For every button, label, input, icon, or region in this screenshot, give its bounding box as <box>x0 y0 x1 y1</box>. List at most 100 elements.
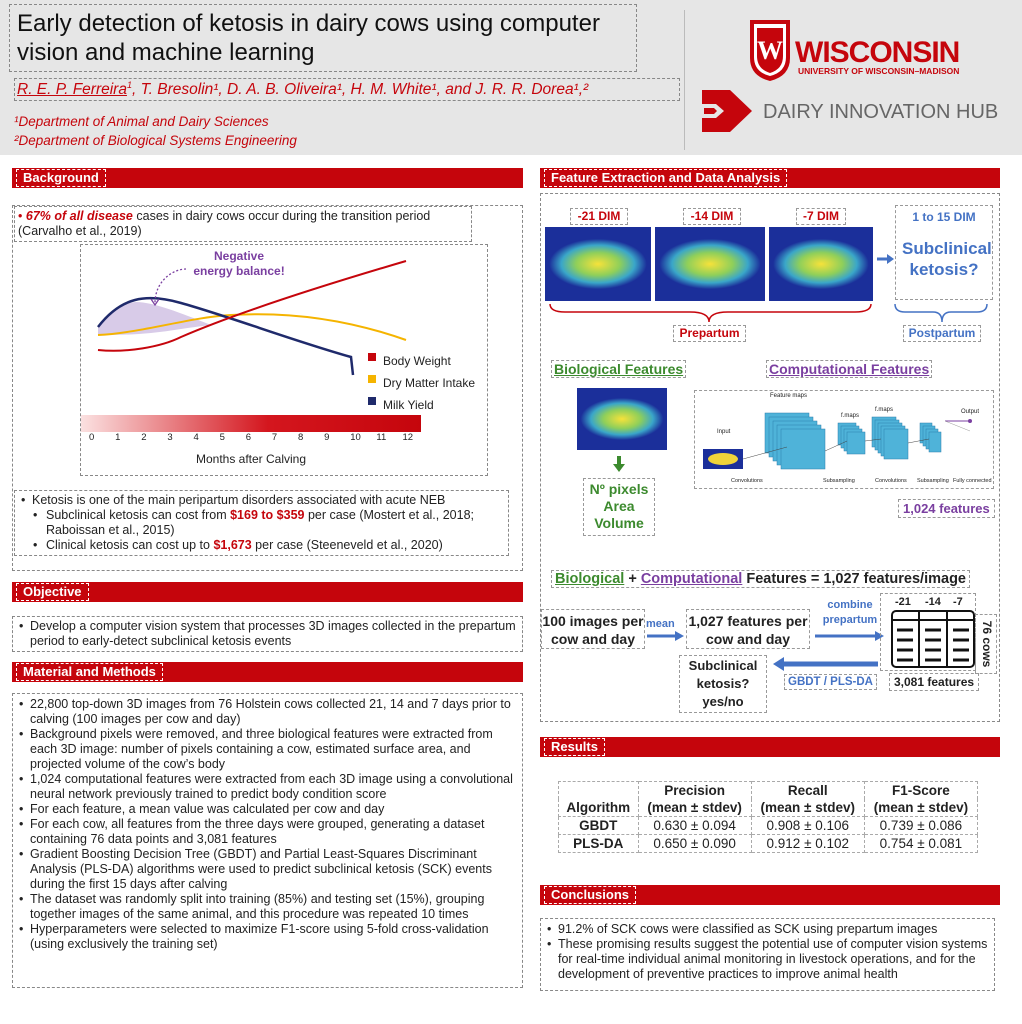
conclusion-2: These promising results suggest the pote… <box>544 937 991 982</box>
eq-plus: + <box>624 571 641 587</box>
depth-image-21 <box>545 227 651 301</box>
subheader-recall: (mean ± stdev) <box>750 799 865 817</box>
cnn-label-sub-2: Subsampling <box>917 478 949 484</box>
clinical-cost-text: Clinical ketosis can cost up to <box>46 538 214 552</box>
objective-section-title: Objective <box>16 583 89 601</box>
bio-depth-image <box>577 388 667 450</box>
eq-rest: Features = 1,027 features/image <box>742 571 966 587</box>
disease-stat-bullet: • 67% of all disease cases in dairy cows… <box>14 206 472 242</box>
period-brackets <box>549 303 988 323</box>
clinical-cost-value: $1,673 <box>213 538 252 552</box>
neb-label-line-1: Negative <box>213 249 265 263</box>
clinical-cost-ref: per case (Steeneveld et al., 2020) <box>251 538 443 552</box>
uw-crest-icon: W <box>750 20 790 81</box>
methods-item: The dataset was randomly split into trai… <box>16 892 519 922</box>
post-dim-label: 1 to 15 DIM <box>912 210 976 224</box>
cows-label: 76 cows <box>980 620 994 668</box>
dim-7-label: -7 DIM <box>796 208 846 225</box>
x-tick-label: 2 <box>141 432 147 443</box>
header-f1: F1-Score <box>863 781 979 799</box>
row-plsda-precision: 0.650 ± 0.090 <box>637 834 752 853</box>
algorithms-label: GBDT / PLS-DA <box>784 674 877 690</box>
x-tick-label: 5 <box>219 432 225 443</box>
legend-milk-yield: Milk Yield <box>383 398 434 412</box>
legend-swatch-milk-yield <box>368 397 376 405</box>
cnn-label-feature-maps: Feature maps <box>770 393 808 399</box>
department-1: ¹Department of Animal and Dairy Sciences <box>14 114 269 129</box>
images-per-cow-box: 100 images per cow and day <box>541 609 645 649</box>
neb-annotation: Negative energy balance! <box>184 249 294 279</box>
sck-question: Subclinical ketosis? <box>902 239 992 279</box>
row-gbdt-recall: 0.908 ± 0.106 <box>750 816 865 835</box>
legend-dry-matter-intake: Dry Matter Intake <box>383 376 476 390</box>
matrix-day-7: -7 <box>953 596 963 608</box>
x-tick-label: 1 <box>115 432 121 443</box>
conclusions-section-title: Conclusions <box>544 886 637 904</box>
combine-arrow-icon <box>815 631 884 641</box>
table-row: PLS-DA 0.650 ± 0.090 0.912 ± 0.102 0.754… <box>558 834 979 853</box>
x-tick-label: 10 <box>350 432 361 443</box>
disease-stat-highlight: 67% of all disease <box>25 209 133 223</box>
row-plsda-f1: 0.754 ± 0.081 <box>863 834 979 853</box>
eq-bio: Biological <box>555 571 625 587</box>
x-tick-label: 12 <box>402 432 414 443</box>
dairy-hub-text: DAIRY INNOVATION HUB <box>763 101 999 123</box>
legend-swatch-dmi <box>368 375 376 383</box>
x-tick-label: 6 <box>245 432 252 443</box>
neb-label-line-2: energy balance! <box>193 264 285 278</box>
cnn-label-conv-2: Convolutions <box>875 478 907 484</box>
header-precision: Precision <box>637 781 752 799</box>
eq-comp: Computational <box>640 571 743 587</box>
table-row: GBDT 0.630 ± 0.094 0.908 ± 0.106 0.739 ±… <box>558 816 979 835</box>
x-tick-label: 9 <box>324 432 330 443</box>
poster-header <box>0 0 1022 155</box>
features-per-cow-box: 1,027 features per cow and day <box>686 609 810 649</box>
uw-logo-subtext: UNIVERSITY OF WISCONSIN–MADISON <box>798 66 960 76</box>
matrix-day-14: -14 <box>925 596 941 608</box>
first-author[interactable]: R. E. P. Ferreira <box>17 81 127 99</box>
subclinical-cost-value: $169 to $359 <box>230 508 305 522</box>
results-section-title: Results <box>544 738 605 756</box>
results-table: Algorithm Precision Recall F1-Score (mea… <box>558 781 979 853</box>
header-recall: Recall <box>750 781 865 799</box>
comp-feature-count: 1,024 features <box>898 499 995 518</box>
disease-stat-text: cases in dairy cows occur during the tra… <box>18 209 431 238</box>
x-axis-ticks: 0 1 2 3 4 5 6 7 8 9 10 11 12 <box>89 432 419 446</box>
dim-14-label: -14 DIM <box>683 208 741 225</box>
other-authors: , T. Bresolin¹, D. A. B. Oliveira¹, H. M… <box>131 81 589 99</box>
methods-section-bar <box>12 662 523 682</box>
matrix-feature-count: 3,081 features <box>889 673 980 691</box>
x-tick-label: 4 <box>193 432 199 443</box>
arrow-right-icon <box>877 254 894 264</box>
methods-item: For each feature, a mean value was calcu… <box>16 802 519 817</box>
objective-text: Develop a computer vision system that pr… <box>16 619 519 649</box>
matrix-icon <box>891 610 975 668</box>
row-gbdt-algorithm: GBDT <box>558 816 639 835</box>
header-divider <box>684 10 685 150</box>
conclusions-section-bar <box>540 885 1000 905</box>
dim-21-label: -21 DIM <box>570 208 628 225</box>
cnn-label-output: Output <box>961 409 980 415</box>
author-list: R. E. P. Ferreira1, T. Bresolin¹, D. A. … <box>14 78 680 102</box>
final-prediction-box: Subclinical ketosis? yes/no <box>679 655 767 713</box>
subclinical-cost-ref: per case (Mostert et al., 2018; Raboissa… <box>46 508 474 537</box>
methods-item: Hyperparameters were selected to maximiz… <box>16 922 519 952</box>
cnn-label-fmaps-2: f.maps <box>875 407 894 413</box>
background-section-title: Background <box>16 169 106 187</box>
row-gbdt-f1: 0.739 ± 0.086 <box>863 816 979 835</box>
feature-matrix: -21 -14 -7 <box>880 593 976 671</box>
first-author-affiliation: 1 <box>126 80 132 90</box>
row-plsda-algorithm: PLS-DA <box>558 834 639 853</box>
cnn-label-sub-1: Subsampling <box>823 478 855 484</box>
ketosis-neb-bullet: Ketosis is one of the main peripartum di… <box>18 493 505 508</box>
matrix-day-21: -21 <box>895 596 911 608</box>
subheader-f1: (mean ± stdev) <box>863 799 979 817</box>
cnn-diagram-canvas <box>703 412 972 470</box>
transition-period-chart: Negative energy balance! Body Weight Dry … <box>80 244 488 476</box>
clinical-cost-bullet: Clinical ketosis can cost up to $1,673 p… <box>18 538 505 553</box>
methods-item: For each cow, all features from the thre… <box>16 817 519 847</box>
postpartum-label: Postpartum <box>903 325 981 342</box>
department-2: ²Department of Biological Systems Engine… <box>14 133 297 148</box>
results-section-bar <box>540 737 1000 757</box>
depth-image-7 <box>769 227 873 301</box>
